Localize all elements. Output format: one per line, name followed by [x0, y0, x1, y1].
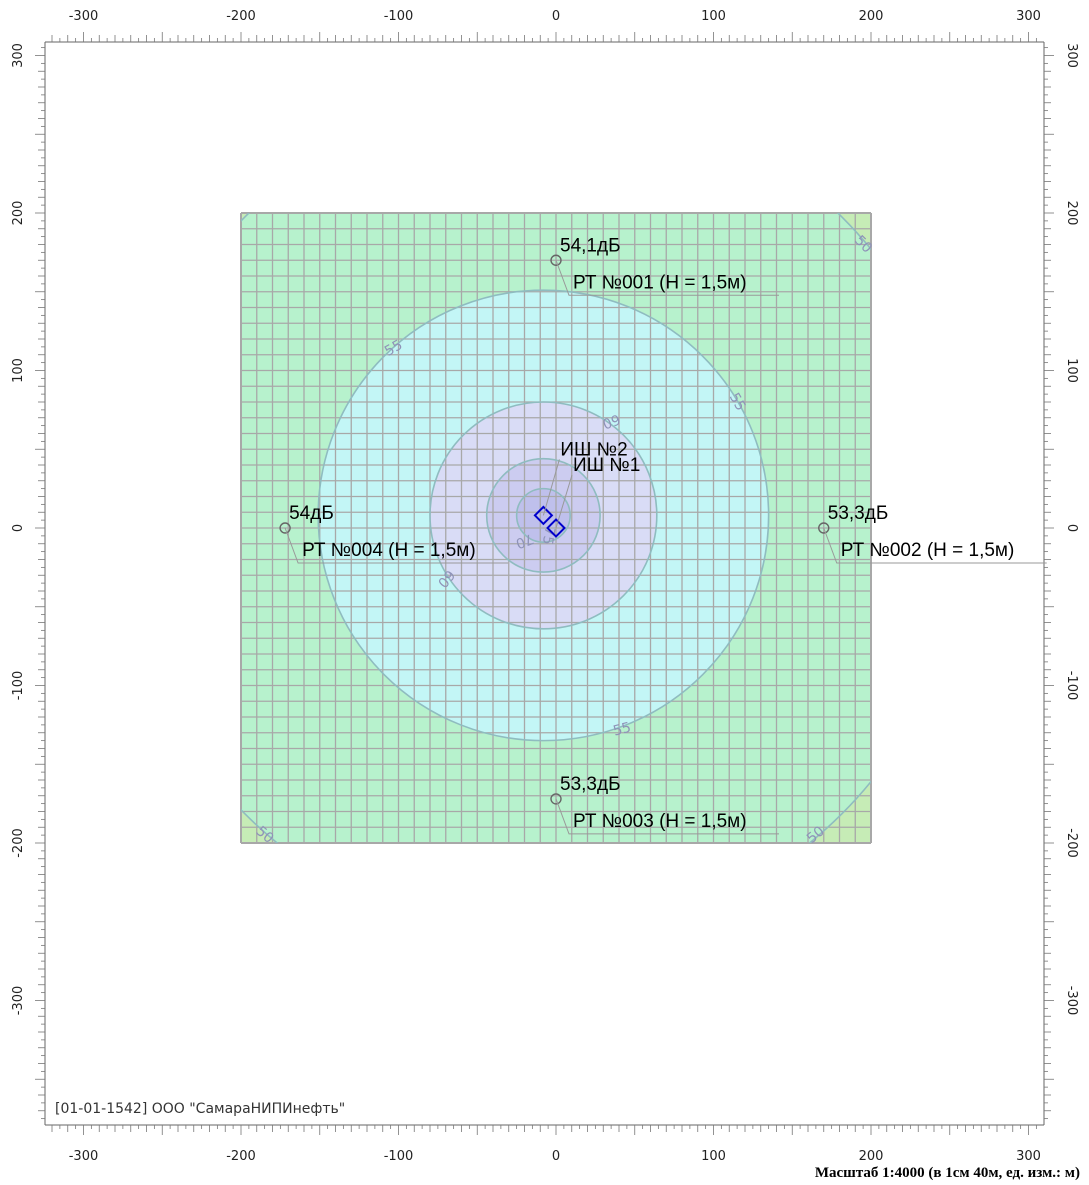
x-tick-label-top: 0	[552, 9, 560, 24]
noise-source-label: ИШ №1	[573, 455, 640, 476]
isoline-label: 55	[726, 390, 749, 413]
isoline-label: 70	[513, 530, 535, 551]
receiver-value: 53,3дБ	[560, 774, 621, 795]
company-caption: [01-01-1542] ООО "СамараНИПИнефть"	[55, 1101, 345, 1117]
isoline-60	[429, 401, 658, 630]
isoline-55	[317, 289, 770, 742]
leader-line	[555, 474, 573, 529]
y-tick-label-right: -200	[1064, 828, 1079, 858]
x-tick-label-bottom: 300	[1016, 1149, 1041, 1164]
receiver-value: 54,1дБ	[560, 235, 621, 256]
y-tick-label-right: -100	[1064, 671, 1079, 701]
isoline-label: 75	[539, 526, 558, 546]
receivers: 54,1дБ РТ №001 (H = 1,5м) 53,3дБ РТ №002 (H…	[279, 235, 1047, 835]
receiver-label: РТ №002 (H = 1,5м)	[841, 540, 1015, 561]
isoline-label: 55	[611, 720, 632, 740]
isoline-65	[485, 457, 601, 573]
bottom-ruler: -300 -200 -100 0 100 200 300	[45, 1124, 1044, 1164]
left-ruler: 300 200 100 0 -100 -200 -300	[11, 42, 46, 1125]
leader-line	[823, 527, 1047, 564]
y-tick-label-right: 100	[1064, 358, 1079, 383]
y-tick-label-right: 200	[1064, 201, 1079, 226]
isolines	[241, 213, 871, 843]
x-tick-label-top: -100	[384, 9, 414, 24]
contours-clip	[241, 213, 871, 843]
isoline-label: 55	[382, 337, 405, 360]
isoline-70	[515, 487, 571, 543]
noise-source-marker	[533, 505, 554, 526]
receiver-label: РТ №001 (H = 1,5м)	[573, 272, 747, 293]
x-tick-label-bottom: -100	[384, 1149, 414, 1164]
scale-caption: Масштаб 1:4000 (в 1см 40м, ед. изм.: м)	[815, 1165, 1080, 1181]
receiver-point	[279, 522, 291, 534]
y-tick-label-left: 0	[11, 524, 26, 532]
leader-line	[542, 459, 560, 516]
noise-source-label: ИШ №2	[560, 439, 627, 460]
receiver-value: 54дБ	[289, 503, 334, 524]
leader-line	[555, 798, 779, 835]
receiver-point	[550, 793, 562, 805]
x-tick-label-bottom: -300	[69, 1149, 99, 1164]
y-tick-label-right: 300	[1064, 43, 1079, 68]
x-tick-label-top: -300	[69, 9, 99, 24]
leader-line	[284, 527, 509, 564]
y-tick-label-left: -100	[11, 671, 26, 701]
x-tick-label-top: -200	[226, 9, 256, 24]
x-tick-label-bottom: -200	[226, 1149, 256, 1164]
top-ruler: -300 -200 -100 0 100 200 300	[45, 9, 1044, 43]
x-tick-label-top: 300	[1016, 9, 1041, 24]
x-tick-label-top: 200	[859, 9, 884, 24]
x-tick-label-bottom: 200	[859, 1149, 884, 1164]
right-ruler: 300 200 100 0 -100 -200 -300	[1043, 42, 1079, 1125]
noise-source-marker	[546, 518, 566, 538]
x-tick-label-bottom: 100	[701, 1149, 726, 1164]
x-tick-label-bottom: 0	[552, 1149, 560, 1164]
calculation-grid	[240, 212, 872, 844]
receiver-label: РТ №004 (H = 1,5м)	[302, 540, 476, 561]
leader-line	[555, 260, 779, 296]
x-tick-label-top: 100	[701, 9, 726, 24]
y-tick-label-left: 100	[11, 358, 26, 383]
y-tick-label-left: 300	[11, 43, 26, 68]
receiver-value: 53,3дБ	[828, 503, 889, 524]
isoline-label: 60	[600, 410, 622, 431]
receiver-point	[818, 522, 830, 534]
y-tick-label-left: -300	[11, 986, 26, 1016]
y-tick-label-left: 200	[11, 201, 26, 226]
receiver-point	[550, 254, 562, 266]
receiver-label: РТ №003 (H = 1,5м)	[573, 811, 747, 832]
y-tick-label-left: -200	[11, 828, 26, 858]
y-tick-label-right: -300	[1064, 986, 1079, 1016]
y-tick-label-right: 0	[1064, 524, 1079, 532]
